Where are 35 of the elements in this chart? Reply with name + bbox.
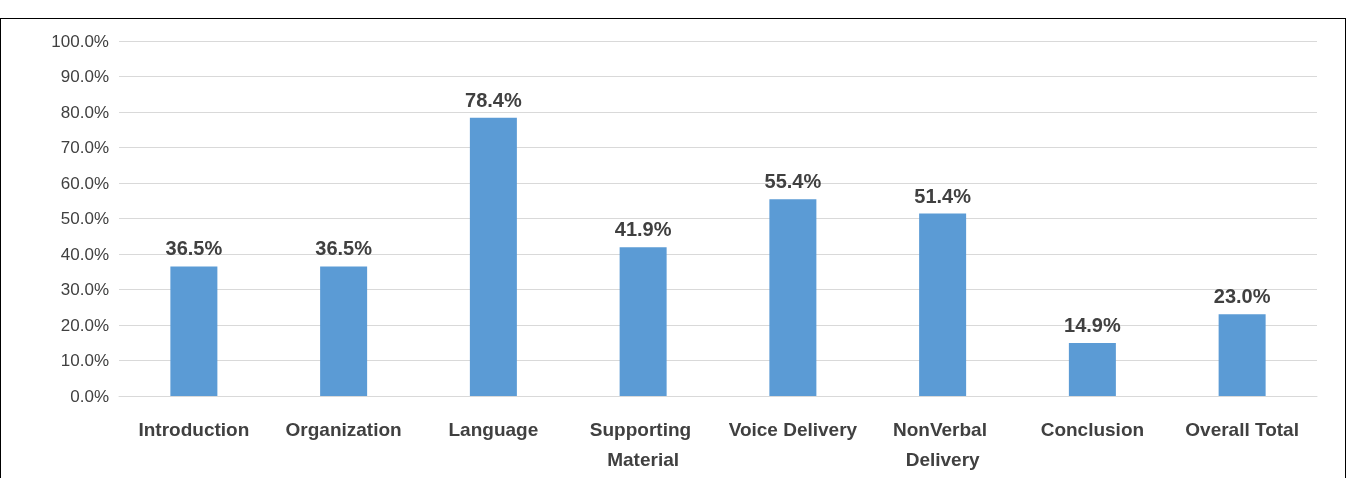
bar bbox=[1218, 314, 1266, 396]
data-label: 14.9% bbox=[1064, 314, 1121, 337]
y-tick-label: 0.0% bbox=[70, 386, 109, 406]
x-tick-label: Supporting Material bbox=[589, 418, 697, 470]
bar bbox=[919, 213, 967, 396]
y-tick-label: 70.0% bbox=[60, 138, 109, 157]
y-tick-label: 60.0% bbox=[60, 173, 109, 193]
data-label: 51.4% bbox=[914, 184, 972, 207]
data-label: 41.9% bbox=[614, 218, 672, 241]
x-tick-label: Overall Total bbox=[1185, 418, 1299, 440]
bar bbox=[320, 266, 368, 396]
data-label: 78.4% bbox=[465, 88, 522, 111]
y-tick-label: 50.0% bbox=[60, 209, 109, 228]
y-tick-label: 40.0% bbox=[60, 244, 109, 264]
x-tick-label: NonVerbal Delivery bbox=[893, 418, 993, 470]
x-tick-label: Voice Delivery bbox=[728, 418, 858, 440]
x-tick-label: Conclusion bbox=[1040, 418, 1145, 440]
data-label: 23.0% bbox=[1213, 285, 1271, 308]
data-label: 36.5% bbox=[315, 237, 373, 260]
bar bbox=[170, 266, 218, 396]
y-tick-label: 30.0% bbox=[60, 280, 109, 299]
bar bbox=[1068, 343, 1116, 396]
data-label: 55.4% bbox=[764, 170, 822, 193]
bar bbox=[469, 117, 517, 396]
y-tick-label: 90.0% bbox=[60, 67, 109, 86]
data-label: 36.5% bbox=[165, 237, 223, 260]
bar bbox=[619, 247, 667, 396]
x-tick-label: Organization bbox=[285, 418, 402, 440]
bar bbox=[769, 199, 817, 396]
x-tick-label: Introduction bbox=[138, 418, 250, 440]
y-tick-label: 80.0% bbox=[60, 102, 109, 122]
y-tick-label: 100.0% bbox=[51, 31, 109, 51]
y-tick-label: 10.0% bbox=[60, 351, 109, 370]
y-tick-label: 20.0% bbox=[60, 315, 109, 335]
x-tick-label: Language bbox=[448, 418, 539, 440]
